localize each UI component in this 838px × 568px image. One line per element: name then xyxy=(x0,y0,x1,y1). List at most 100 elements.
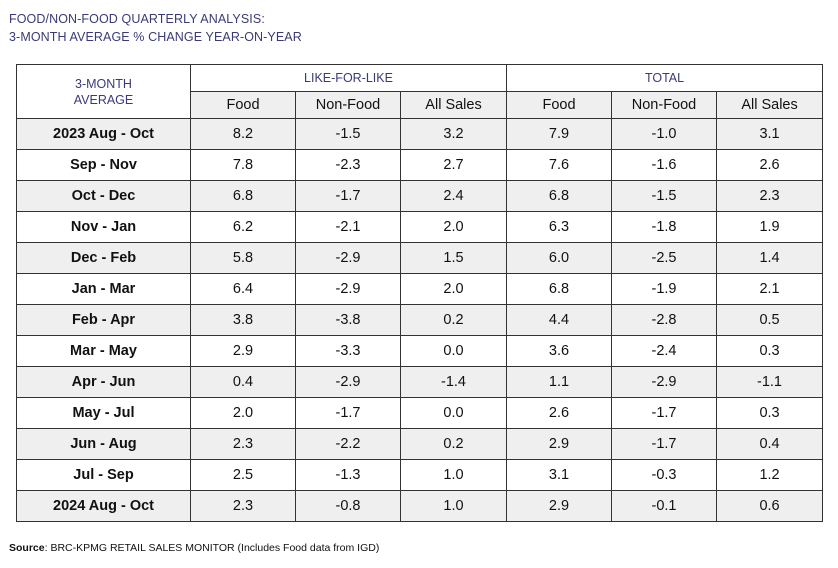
value-cell: -1.4 xyxy=(399,366,508,398)
value-cell: 0.2 xyxy=(399,304,508,336)
value-cell: -1.7 xyxy=(295,180,401,212)
table-row: Dec - Feb 5.8 -2.9 1.5 6.0 -2.5 1.4 xyxy=(16,242,824,274)
table-row: Jul - Sep 2.5 -1.3 1.0 3.1 -0.3 1.2 xyxy=(16,459,824,491)
value-cell: -3.8 xyxy=(295,304,401,336)
value-cell: 6.4 xyxy=(190,273,296,305)
value-cell: 2.0 xyxy=(190,397,296,429)
value-cell: 2.9 xyxy=(506,428,613,460)
value-cell: -1.1 xyxy=(716,366,824,398)
title-line-2: 3-MONTH AVERAGE % CHANGE YEAR-ON-YEAR xyxy=(9,30,302,44)
table-row: 2023 Aug - Oct 8.2 -1.5 3.2 7.9 -1.0 3.1 xyxy=(16,118,824,150)
value-cell: 6.8 xyxy=(506,273,613,305)
value-cell: -2.5 xyxy=(611,242,718,274)
table-row: Jun - Aug 2.3 -2.2 0.2 2.9 -1.7 0.4 xyxy=(16,428,824,460)
corner-line-2: AVERAGE xyxy=(73,92,134,107)
value-cell: -1.5 xyxy=(611,180,718,212)
value-cell: 5.8 xyxy=(190,242,296,274)
value-cell: -2.8 xyxy=(611,304,718,336)
value-cell: 6.2 xyxy=(190,211,296,243)
value-cell: 7.8 xyxy=(190,149,296,181)
table-row: Nov - Jan 6.2 -2.1 2.0 6.3 -1.8 1.9 xyxy=(16,211,824,243)
value-cell: 8.2 xyxy=(190,118,296,150)
period-cell: 2024 Aug - Oct xyxy=(16,490,191,522)
value-cell: -0.3 xyxy=(611,459,718,491)
value-cell: 3.1 xyxy=(506,459,613,491)
value-cell: 0.3 xyxy=(716,335,824,367)
value-cell: 0.5 xyxy=(716,304,824,336)
column-header: Food xyxy=(506,91,613,119)
value-cell: -1.3 xyxy=(295,459,401,491)
value-cell: 0.0 xyxy=(399,335,508,367)
value-cell: 2.9 xyxy=(190,335,296,367)
table-row: May - Jul 2.0 -1.7 0.0 2.6 -1.7 0.3 xyxy=(16,397,824,429)
period-cell: Jun - Aug xyxy=(16,428,191,460)
report-title: FOOD/NON-FOOD QUARTERLY ANALYSIS: 3-MONT… xyxy=(9,10,302,46)
column-header: Non-Food xyxy=(295,91,401,119)
value-cell: 6.0 xyxy=(506,242,613,274)
source-text: : BRC-KPMG RETAIL SALES MONITOR (Include… xyxy=(44,542,380,554)
group-header-like-for-like: LIKE-FOR-LIKE xyxy=(189,64,508,92)
column-header: All Sales xyxy=(716,91,824,119)
group-header-total: TOTAL xyxy=(506,64,824,92)
period-cell: May - Jul xyxy=(16,397,191,429)
value-cell: 2.3 xyxy=(190,490,296,522)
value-cell: 0.2 xyxy=(399,428,508,460)
value-cell: 1.9 xyxy=(716,211,824,243)
value-cell: -2.4 xyxy=(611,335,718,367)
value-cell: -2.2 xyxy=(295,428,401,460)
value-cell: -1.7 xyxy=(295,397,401,429)
value-cell: 2.5 xyxy=(190,459,296,491)
value-cell: -2.9 xyxy=(295,242,401,274)
table-row: Feb - Apr 3.8 -3.8 0.2 4.4 -2.8 0.5 xyxy=(16,304,824,336)
value-cell: 1.2 xyxy=(716,459,824,491)
period-cell: Feb - Apr xyxy=(16,304,191,336)
value-cell: 0.3 xyxy=(716,397,824,429)
value-cell: 7.6 xyxy=(506,149,613,181)
value-cell: 3.6 xyxy=(506,335,613,367)
value-cell: 2.7 xyxy=(399,149,508,181)
value-cell: 3.1 xyxy=(716,118,824,150)
value-cell: 2.3 xyxy=(716,180,824,212)
value-cell: 4.4 xyxy=(506,304,613,336)
period-cell: Mar - May xyxy=(16,335,191,367)
period-cell: Sep - Nov xyxy=(16,149,191,181)
period-cell: 2023 Aug - Oct xyxy=(16,118,191,150)
value-cell: -2.3 xyxy=(295,149,401,181)
source-note: Source: BRC-KPMG RETAIL SALES MONITOR (I… xyxy=(9,542,379,554)
table-row: Jan - Mar 6.4 -2.9 2.0 6.8 -1.9 2.1 xyxy=(16,273,824,305)
value-cell: -2.1 xyxy=(295,211,401,243)
period-cell: Dec - Feb xyxy=(16,242,191,274)
value-cell: 0.6 xyxy=(716,490,824,522)
period-cell: Oct - Dec xyxy=(16,180,191,212)
title-line-1: FOOD/NON-FOOD QUARTERLY ANALYSIS: xyxy=(9,12,265,26)
table-body: 2023 Aug - Oct 8.2 -1.5 3.2 7.9 -1.0 3.1 Sep - … xyxy=(16,118,824,522)
value-cell: -0.1 xyxy=(611,490,718,522)
value-cell: 1.5 xyxy=(399,242,508,274)
table-row: Sep - Nov 7.8 -2.3 2.7 7.6 -1.6 2.6 xyxy=(16,149,824,181)
value-cell: -1.0 xyxy=(611,118,718,150)
value-cell: 3.2 xyxy=(399,118,508,150)
value-cell: 7.9 xyxy=(506,118,613,150)
value-cell: -1.9 xyxy=(611,273,718,305)
table-row: Oct - Dec 6.8 -1.7 2.4 6.8 -1.5 2.3 xyxy=(16,180,824,212)
value-cell: 6.3 xyxy=(506,211,613,243)
value-cell: 1.0 xyxy=(399,490,508,522)
table-row: Apr - Jun 0.4 -2.9 -1.4 1.1 -2.9 -1.1 xyxy=(16,366,824,398)
value-cell: -2.9 xyxy=(611,366,718,398)
value-cell: 2.9 xyxy=(506,490,613,522)
column-header: Food xyxy=(190,91,296,119)
value-cell: 2.3 xyxy=(190,428,296,460)
value-cell: -0.8 xyxy=(295,490,401,522)
value-cell: -1.5 xyxy=(295,118,401,150)
value-cell: -1.8 xyxy=(611,211,718,243)
corner-line-1: 3-MONTH xyxy=(75,76,132,91)
period-cell: Apr - Jun xyxy=(16,366,191,398)
column-header: All Sales xyxy=(399,91,508,119)
sales-table: 3-MONTH AVERAGE LIKE-FOR-LIKE TOTAL Food… xyxy=(16,64,824,522)
value-cell: 2.6 xyxy=(716,149,824,181)
value-cell: 3.8 xyxy=(190,304,296,336)
value-cell: 2.0 xyxy=(399,273,508,305)
source-label: Source xyxy=(9,542,45,554)
period-cell: Nov - Jan xyxy=(16,211,191,243)
value-cell: 6.8 xyxy=(506,180,613,212)
